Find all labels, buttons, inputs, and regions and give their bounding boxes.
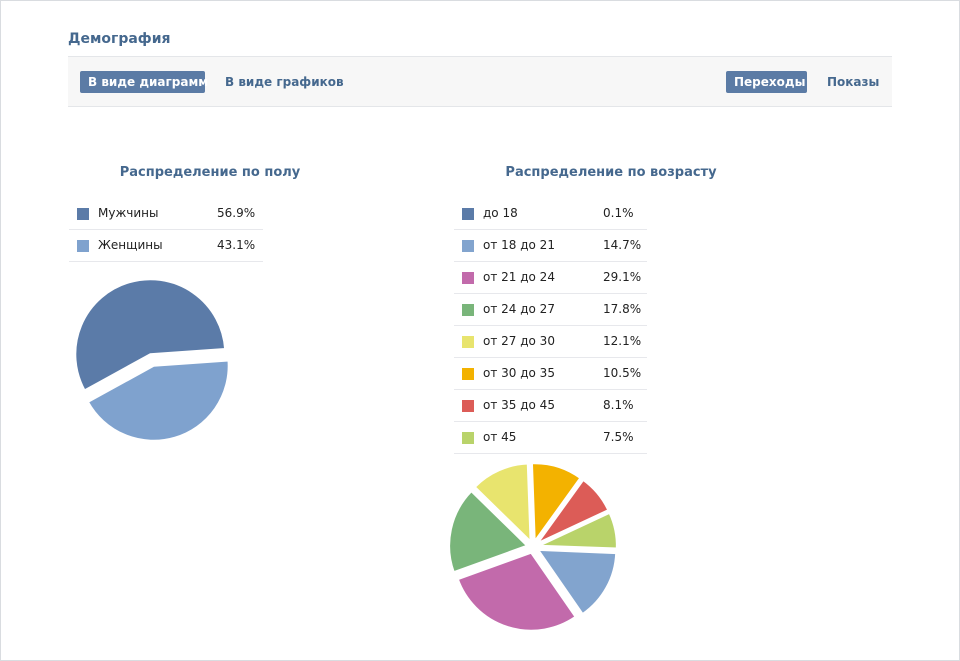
gender-chart-title: Распределение по полу (119, 165, 301, 180)
age-legend-swatch (462, 336, 474, 348)
age-legend-label: от 18 до 21 (483, 238, 555, 252)
age-legend-row: от 18 до 21 14.7% (454, 230, 647, 262)
age-legend-swatch (462, 208, 474, 220)
age-pie-chart (448, 462, 618, 632)
age-pie-slice (473, 462, 532, 544)
age-legend-value: 8.1% (603, 398, 634, 412)
section-title: Демография (68, 31, 171, 47)
tab-diagram-view[interactable]: В виде диаграмм (80, 71, 208, 93)
age-legend-label: от 27 до 30 (483, 334, 555, 348)
gender-pie-chart (74, 278, 230, 442)
age-legend-label: от 45 (483, 430, 517, 444)
gender-legend-value: 56.9% (217, 206, 256, 220)
age-legend-swatch (462, 272, 474, 284)
gender-legend-row: Женщины 43.1% (69, 230, 263, 262)
gender-legend-label: Женщины (98, 238, 163, 252)
age-legend-row: от 30 до 35 10.5% (454, 358, 647, 390)
age-legend-swatch (462, 304, 474, 316)
age-legend-row: от 21 до 24 29.1% (454, 262, 647, 294)
age-legend-label: до 18 (483, 206, 518, 220)
age-legend-value: 14.7% (603, 238, 642, 252)
gender-legend-swatch (77, 208, 89, 220)
age-legend-swatch (462, 240, 474, 252)
age-legend-row: от 45 7.5% (454, 422, 647, 454)
age-legend: до 18 0.1% от 18 до 21 14.7% от 21 до 24 29.1… (454, 198, 647, 454)
tab-views[interactable]: Показы (827, 75, 880, 89)
gender-legend-swatch (77, 240, 89, 252)
age-legend-row: от 24 до 27 17.8% (454, 294, 647, 326)
age-legend-row: от 27 до 30 12.1% (454, 326, 647, 358)
gender-pie-slice (86, 359, 230, 442)
age-legend-value: 17.8% (603, 302, 642, 316)
age-pie-slice (538, 511, 618, 550)
age-pie-slice (456, 551, 577, 632)
age-legend-value: 10.5% (603, 366, 642, 380)
tab-graph-view[interactable]: В виде графиков (225, 75, 344, 89)
gender-legend: Мужчины 56.9% Женщины 43.1% (69, 198, 263, 262)
age-legend-row: до 18 0.1% (454, 198, 647, 230)
gender-legend-row: Мужчины 56.9% (69, 198, 263, 230)
age-legend-label: от 35 до 45 (483, 398, 555, 412)
age-legend-swatch (462, 400, 474, 412)
age-legend-swatch (462, 368, 474, 380)
age-legend-value: 7.5% (603, 430, 634, 444)
gender-legend-value: 43.1% (217, 238, 256, 252)
age-legend-label: от 24 до 27 (483, 302, 555, 316)
toolbar: В виде диаграмм В виде графиков Переходы… (68, 56, 892, 107)
age-legend-swatch (462, 432, 474, 444)
age-pie-slice (534, 478, 610, 546)
age-chart-title: Распределение по возрасту (505, 165, 717, 180)
gender-pie-slice (74, 278, 227, 392)
age-pie-slice (536, 548, 618, 616)
age-legend-value: 29.1% (603, 270, 642, 284)
age-legend-label: от 21 до 24 (483, 270, 555, 284)
age-pie-slice (448, 489, 529, 574)
age-legend-label: от 30 до 35 (483, 366, 555, 380)
age-pie-slice (538, 546, 618, 552)
gender-legend-label: Мужчины (98, 206, 159, 220)
tab-transitions[interactable]: Переходы (726, 71, 807, 93)
age-pie-slice (530, 462, 582, 545)
age-legend-row: от 35 до 45 8.1% (454, 390, 647, 422)
age-legend-value: 12.1% (603, 334, 642, 348)
age-legend-value: 0.1% (603, 206, 634, 220)
